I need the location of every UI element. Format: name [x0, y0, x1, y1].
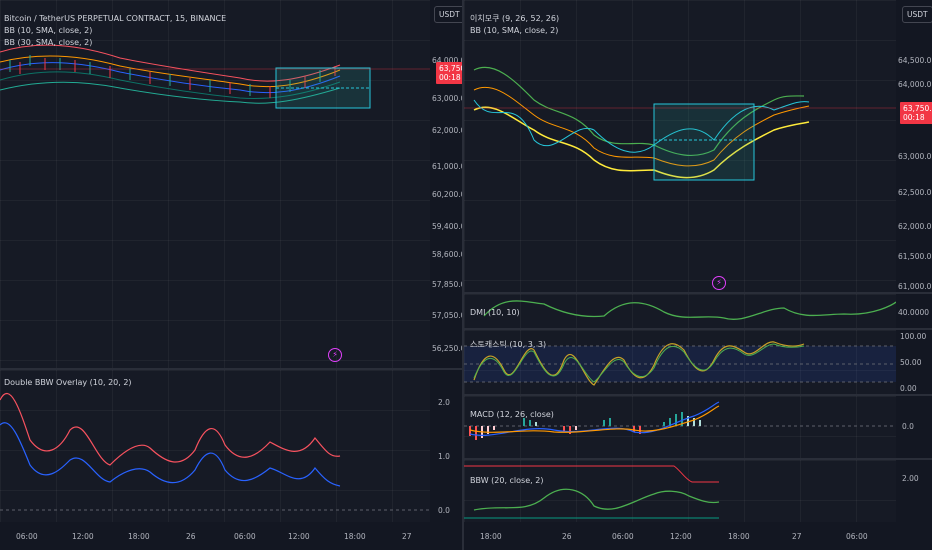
axis-label: 57,850.0	[432, 280, 462, 289]
left-price-plot	[0, 44, 430, 109]
right-macd-pane[interactable]: MACD (12, 26, close)	[464, 396, 896, 458]
right-main-chart[interactable]: 이치모쿠 (9, 26, 52, 26) BB (10, SMA, close,…	[464, 0, 896, 292]
right-price-tag: 63,750.000:18	[900, 102, 932, 124]
axis-label: 61,500.0	[898, 252, 932, 261]
stochastic-plot	[464, 341, 896, 386]
left-symbol-title: Bitcoin / TetherUS PERPETUAL CONTRACT, 1…	[4, 14, 227, 23]
right-time-axis[interactable]: 18:00 26 06:00 12:00 18:00 27 06:00	[464, 522, 932, 550]
left-price-tag: 63,750.000:18	[436, 62, 462, 84]
dmi-axis: 40.0000	[896, 294, 932, 328]
axis-label: 0.00	[900, 384, 917, 393]
axis-label: 2.0	[438, 398, 450, 407]
time-label: 12:00	[670, 532, 692, 541]
time-label: 12:00	[288, 532, 310, 541]
right-price-plot	[464, 66, 896, 181]
left-bb2-legend[interactable]: BB (30, SMA, close, 2)	[4, 38, 93, 47]
time-label: 06:00	[846, 532, 868, 541]
axis-label: 0.0	[438, 506, 450, 515]
time-label: 06:00	[612, 532, 634, 541]
axis-label: 50.00	[900, 358, 922, 367]
axis-label: 1.0	[438, 452, 450, 461]
axis-label: 2.00	[902, 474, 919, 483]
stochastic-title[interactable]: 스토캐스틱 (10, 3, 3)	[470, 340, 547, 349]
right-dmi-pane[interactable]: DMI (10, 10)	[464, 294, 896, 328]
dmi-plot	[483, 300, 896, 320]
left-main-chart[interactable]: Bitcoin / TetherUS PERPETUAL CONTRACT, 1…	[0, 0, 430, 368]
left-price-axis[interactable]: USDT 64,000.0 63,750.000:18 63,000.0 62,…	[430, 0, 462, 368]
axis-label: 62,000.0	[898, 222, 932, 231]
time-label: 18:00	[344, 532, 366, 541]
left-bbw-title[interactable]: Double BBW Overlay (10, 20, 2)	[4, 378, 132, 387]
right-bb-legend[interactable]: BB (10, SMA, close, 2)	[470, 26, 559, 35]
time-label: 27	[792, 532, 802, 541]
time-label: 18:00	[728, 532, 750, 541]
axis-label: 0.0	[902, 422, 914, 431]
time-label: 06:00	[234, 532, 256, 541]
bbw-title[interactable]: BBW (20, close, 2)	[470, 476, 544, 485]
left-bbw-plot	[0, 393, 430, 511]
stochastic-axis: 100.00 50.00 0.00	[896, 330, 932, 394]
bbw-axis: 2.00	[896, 460, 932, 522]
time-label: 18:00	[480, 532, 502, 541]
axis-label: 40.0000	[898, 308, 930, 317]
axis-label: 57,050.0	[432, 311, 462, 320]
axis-label: 64,000.0	[898, 80, 932, 89]
right-bbw-pane[interactable]: BBW (20, close, 2)	[464, 460, 896, 522]
axis-label: 63,000.0	[898, 152, 932, 161]
right-price-axis[interactable]: USDT 64,500.0 64,000.0 63,750.000:18 63,…	[896, 0, 932, 292]
right-ichimoku-legend[interactable]: 이치모쿠 (9, 26, 52, 26)	[470, 14, 560, 23]
time-label: 27	[402, 532, 412, 541]
left-bb1-legend[interactable]: BB (10, SMA, close, 2)	[4, 26, 93, 35]
macd-axis: 0.0	[896, 396, 932, 458]
bbw-plot	[464, 465, 720, 519]
axis-label: 59,400.0	[432, 222, 462, 231]
axis-label: 64,500.0	[898, 56, 932, 65]
time-label: 26	[562, 532, 572, 541]
left-currency-button[interactable]: USDT	[434, 6, 462, 23]
pane-divider[interactable]	[464, 328, 932, 330]
right-stochastic-pane[interactable]: 스토캐스틱 (10, 3, 3)	[464, 330, 896, 394]
axis-label: 61,000.0	[432, 162, 462, 171]
axis-label: 63,000.0	[432, 94, 462, 103]
lightning-icon[interactable]: ⚡	[328, 348, 342, 362]
pane-divider[interactable]	[464, 394, 932, 396]
right-currency-button[interactable]: USDT	[902, 6, 932, 23]
lightning-icon[interactable]: ⚡	[712, 276, 726, 290]
axis-label: 58,600.0	[432, 250, 462, 259]
axis-label: 60,200.0	[432, 190, 462, 199]
time-label: 18:00	[128, 532, 150, 541]
left-bbw-pane[interactable]: Double BBW Overlay (10, 20, 2)	[0, 370, 430, 522]
time-label: 06:00	[16, 532, 38, 541]
dmi-title[interactable]: DMI (10, 10)	[470, 308, 520, 317]
axis-label: 62,000.0	[432, 126, 462, 135]
macd-plot	[464, 401, 896, 440]
pane-divider[interactable]	[464, 292, 932, 294]
axis-label: 61,000.0	[898, 282, 932, 291]
axis-label: 100.00	[900, 332, 927, 341]
left-pane-divider[interactable]	[0, 368, 462, 370]
macd-title[interactable]: MACD (12, 26, close)	[470, 410, 554, 419]
left-bbw-axis: 2.0 1.0 0.0	[430, 370, 462, 522]
axis-label: 56,250.0	[432, 344, 462, 353]
time-label: 26	[186, 532, 196, 541]
left-time-axis[interactable]: 06:00 12:00 18:00 26 06:00 12:00 18:00 2…	[0, 522, 462, 550]
pane-divider[interactable]	[464, 458, 932, 460]
axis-label: 62,500.0	[898, 188, 932, 197]
chart-split-divider[interactable]	[462, 0, 464, 550]
axis-label: 64,000.0	[432, 56, 462, 65]
time-label: 12:00	[72, 532, 94, 541]
